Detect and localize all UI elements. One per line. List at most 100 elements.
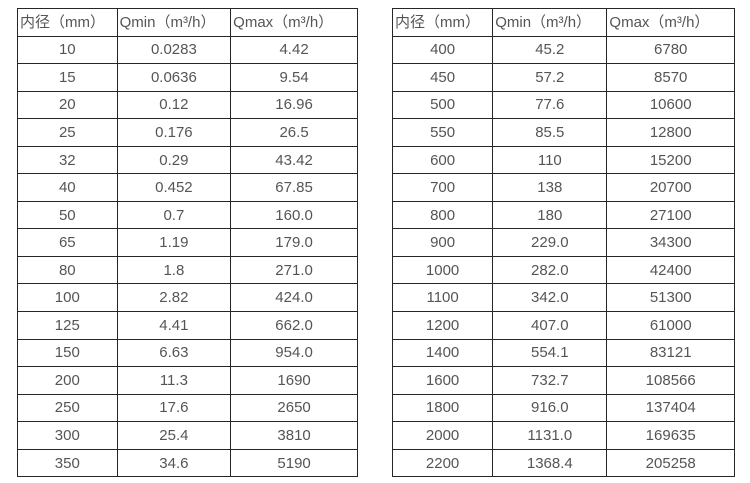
table-cell: 85.5 xyxy=(492,118,608,147)
table-body: 400 45.2 6780 450 57.2 8570 500 77.6 10600 550 85.… xyxy=(391,35,735,478)
column-header-qmin: Qmin（m³/h） xyxy=(116,8,232,37)
table-cell: 1100 xyxy=(391,283,494,313)
table-cell: 4.42 xyxy=(230,35,358,65)
table-cell: 25 xyxy=(17,118,118,147)
table-cell: 61000 xyxy=(606,311,735,340)
table-cell: 125 xyxy=(17,311,118,340)
table-row: 700 138 20700 xyxy=(391,173,735,202)
table-cell: 169635 xyxy=(606,421,735,450)
table-cell: 400 xyxy=(391,35,494,65)
table-cell: 16.96 xyxy=(230,90,358,120)
table-cell: 1600 xyxy=(391,366,494,395)
table-cell: 0.452 xyxy=(116,173,232,202)
table-cell: 180 xyxy=(492,200,608,230)
table-row: 40 0.452 67.85 xyxy=(17,173,358,202)
table-row: 20 0.12 16.96 xyxy=(17,90,358,120)
table-cell: 6.63 xyxy=(116,338,232,368)
table-row: 2000 1131.0 169635 xyxy=(391,421,735,450)
table-cell: 0.29 xyxy=(116,145,232,175)
table-cell: 732.7 xyxy=(492,366,608,395)
table-cell: 662.0 xyxy=(230,311,358,340)
table-row: 10 0.0283 4.42 xyxy=(17,35,358,65)
table-row: 200 11.3 1690 xyxy=(17,366,358,395)
table-row: 25 0.176 26.5 xyxy=(17,118,358,147)
flow-table-large-diameters: 内径（mm） Qmin（m³/h） Qmax（m³/h） 400 45.2 6780… xyxy=(391,8,735,478)
table-cell: 32 xyxy=(17,145,118,175)
table-cell: 1800 xyxy=(391,393,494,423)
table-cell: 80 xyxy=(17,255,118,285)
table-cell: 424.0 xyxy=(230,283,358,313)
table-cell: 1200 xyxy=(391,311,494,340)
table-row: 400 45.2 6780 xyxy=(391,35,735,65)
table-cell: 900 xyxy=(391,228,494,257)
table-row: 300 25.4 3810 xyxy=(17,421,358,450)
table-cell: 42400 xyxy=(606,255,735,285)
table-row: 550 85.5 12800 xyxy=(391,118,735,147)
table-cell: 554.1 xyxy=(492,338,608,368)
table-cell: 0.176 xyxy=(116,118,232,147)
table-row: 350 34.6 5190 xyxy=(17,448,358,478)
table-row: 1400 554.1 83121 xyxy=(391,338,735,368)
table-row: 1200 407.0 61000 xyxy=(391,311,735,340)
table-cell: 450 xyxy=(391,63,494,92)
table-cell: 15 xyxy=(17,63,118,92)
table-cell: 65 xyxy=(17,228,118,257)
table-cell: 1000 xyxy=(391,255,494,285)
table-cell: 108566 xyxy=(606,366,735,395)
table-cell: 0.12 xyxy=(116,90,232,120)
table-cell: 1.8 xyxy=(116,255,232,285)
table-cell: 282.0 xyxy=(492,255,608,285)
table-cell: 2650 xyxy=(230,393,358,423)
table-cell: 50 xyxy=(17,200,118,230)
table-cell: 342.0 xyxy=(492,283,608,313)
column-header-diameter: 内径（mm） xyxy=(391,8,494,37)
header-row: 内径（mm） Qmin（m³/h） Qmax（m³/h） xyxy=(391,8,735,37)
table-cell: 67.85 xyxy=(230,173,358,202)
table-row: 65 1.19 179.0 xyxy=(17,228,358,257)
table-cell: 26.5 xyxy=(230,118,358,147)
flow-table-small-diameters: 内径（mm） Qmin（m³/h） Qmax（m³/h） 10 0.0283 4.4… xyxy=(17,8,358,478)
table-cell: 57.2 xyxy=(492,63,608,92)
table-cell: 27100 xyxy=(606,200,735,230)
table-cell: 15200 xyxy=(606,145,735,175)
table-row: 15 0.0636 9.54 xyxy=(17,63,358,92)
table-row: 125 4.41 662.0 xyxy=(17,311,358,340)
column-header-qmin: Qmin（m³/h） xyxy=(492,8,608,37)
table-cell: 20 xyxy=(17,90,118,120)
table-row: 250 17.6 2650 xyxy=(17,393,358,423)
table-cell: 10 xyxy=(17,35,118,65)
table-cell: 6780 xyxy=(606,35,735,65)
table-row: 50 0.7 160.0 xyxy=(17,200,358,230)
table-cell: 3810 xyxy=(230,421,358,450)
table-row: 80 1.8 271.0 xyxy=(17,255,358,285)
table-cell: 916.0 xyxy=(492,393,608,423)
table-cell: 1368.4 xyxy=(492,448,608,478)
table-cell: 2200 xyxy=(391,448,494,478)
table-cell: 205258 xyxy=(606,448,735,478)
table-cell: 5190 xyxy=(230,448,358,478)
table-cell: 8570 xyxy=(606,63,735,92)
table-cell: 160.0 xyxy=(230,200,358,230)
table-cell: 138 xyxy=(492,173,608,202)
column-header-qmax: Qmax（m³/h） xyxy=(230,8,358,37)
table-cell: 20700 xyxy=(606,173,735,202)
table-cell: 17.6 xyxy=(116,393,232,423)
table-cell: 2.82 xyxy=(116,283,232,313)
table-cell: 271.0 xyxy=(230,255,358,285)
table-cell: 1400 xyxy=(391,338,494,368)
table-cell: 11.3 xyxy=(116,366,232,395)
table-cell: 700 xyxy=(391,173,494,202)
table-row: 500 77.6 10600 xyxy=(391,90,735,120)
table-cell: 0.0636 xyxy=(116,63,232,92)
table-cell: 34300 xyxy=(606,228,735,257)
table-cell: 2000 xyxy=(391,421,494,450)
table-cell: 800 xyxy=(391,200,494,230)
table-cell: 40 xyxy=(17,173,118,202)
table-body: 10 0.0283 4.42 15 0.0636 9.54 20 0.12 16.96 25 0.1… xyxy=(17,35,358,478)
table-cell: 300 xyxy=(17,421,118,450)
table-cell: 34.6 xyxy=(116,448,232,478)
table-cell: 12800 xyxy=(606,118,735,147)
table-cell: 179.0 xyxy=(230,228,358,257)
table-row: 32 0.29 43.42 xyxy=(17,145,358,175)
table-cell: 150 xyxy=(17,338,118,368)
